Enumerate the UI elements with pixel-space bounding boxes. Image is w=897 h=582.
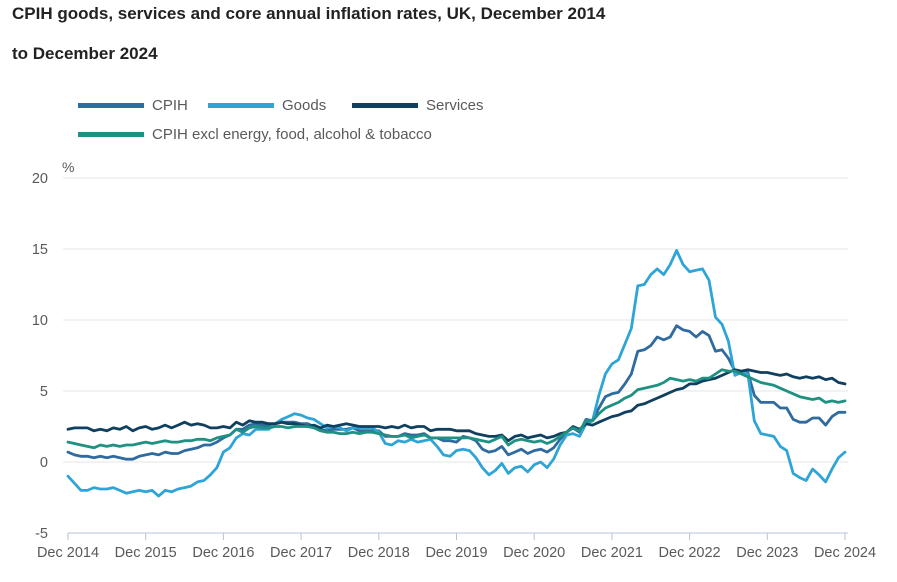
legend-row-1: CPIH Goods Services <box>78 97 718 114</box>
series-line-cpih[interactable] <box>66 368 847 450</box>
legend-label-core-cpih: CPIH excl energy, food, alcohol & tobacc… <box>152 126 432 143</box>
title-line-2: to December 2024 <box>12 44 158 63</box>
legend-item-cpih[interactable]: CPIH <box>78 97 188 114</box>
x-tick-label: Dec 2017 <box>270 545 332 561</box>
x-tick-label: Dec 2020 <box>503 545 565 561</box>
y-tick-label: 10 <box>32 313 48 329</box>
legend-label-cpih: CPIH <box>152 97 188 114</box>
y-axis-unit-label: % <box>62 159 74 175</box>
y-tick-label: 0 <box>40 455 48 471</box>
x-tick-label: Dec 2019 <box>425 545 487 561</box>
chart-legend: CPIH Goods Services CPIH excl energy, fo… <box>78 97 718 143</box>
x-tick-label: Dec 2018 <box>348 545 410 561</box>
x-tick-label: Dec 2015 <box>115 545 177 561</box>
legend-swatch-core-cpih-icon <box>78 132 144 137</box>
legend-item-goods[interactable]: Goods <box>208 97 326 114</box>
y-tick-label: -5 <box>35 526 48 542</box>
legend-label-services: Services <box>426 97 484 114</box>
legend-row-2: CPIH excl energy, food, alcohol & tobacc… <box>78 126 718 143</box>
x-tick-label: Dec 2021 <box>581 545 643 561</box>
x-tick-label: Dec 2024 <box>814 545 876 561</box>
y-tick-label: 20 <box>32 171 48 187</box>
legend-item-core-cpih[interactable]: CPIH excl energy, food, alcohol & tobacc… <box>78 126 432 143</box>
x-tick-label: Dec 2023 <box>736 545 798 561</box>
y-tick-label: 15 <box>32 242 48 258</box>
x-tick-label: Dec 2014 <box>37 545 99 561</box>
page-title: CPIH goods, services and core annual inf… <box>12 4 605 64</box>
series-line-cpih[interactable] <box>66 324 847 461</box>
legend-label-goods: Goods <box>282 97 327 114</box>
legend-swatch-services-icon <box>352 103 418 108</box>
x-tick-label: Dec 2016 <box>192 545 254 561</box>
legend-item-services[interactable]: Services <box>352 97 484 114</box>
x-tick-label: Dec 2022 <box>659 545 721 561</box>
legend-swatch-cpih-icon <box>78 103 144 108</box>
legend-swatch-goods-icon <box>208 103 274 108</box>
title-line-1: CPIH goods, services and core annual inf… <box>12 4 606 23</box>
series-line-goods[interactable] <box>66 248 847 498</box>
series-line-services[interactable] <box>66 368 847 443</box>
y-tick-label: 5 <box>40 384 48 400</box>
